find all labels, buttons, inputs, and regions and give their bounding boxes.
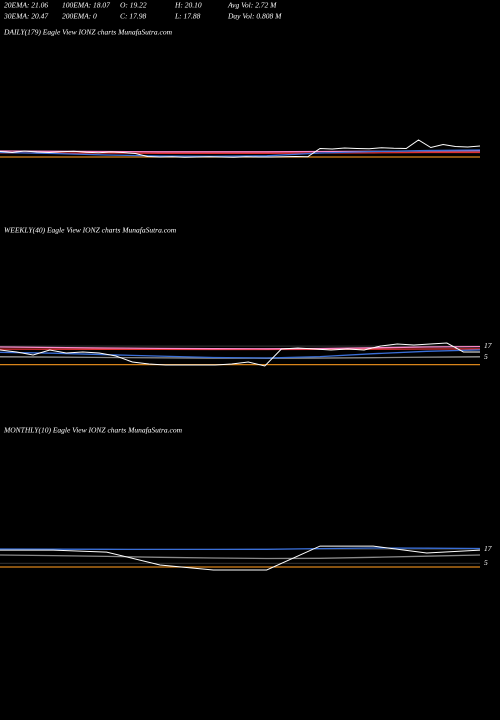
price-line [0, 547, 481, 551]
price-line [0, 348, 481, 351]
price-line [0, 554, 481, 560]
y-tick-label: 5 [484, 558, 488, 567]
y-tick-label: 17 [484, 544, 492, 553]
header-stat: Day Vol: 0.808 M [227, 12, 282, 21]
header-stat: L: 17.88 [174, 12, 201, 21]
price-line [0, 349, 481, 359]
price-line [0, 151, 480, 154]
header-stat: 200EMA: 0 [62, 12, 97, 21]
y-tick-label: 5 [484, 352, 488, 361]
price-line [0, 345, 481, 350]
header-stat: H: 20.10 [174, 1, 202, 10]
header-stat: 30EMA: 20.47 [3, 12, 48, 21]
panel-title: DAILY(179) Eagle View IONZ charts Munafa… [3, 28, 173, 37]
header-stat: Avg Vol: 2.72 M [227, 1, 277, 10]
header-stat: C: 17.98 [120, 12, 147, 21]
price-line [0, 139, 481, 158]
price-line [0, 149, 481, 157]
panel-title: MONTHLY(10) Eagle View IONZ charts Munaf… [3, 426, 183, 435]
header-stat: O: 19.22 [120, 1, 147, 10]
y-tick-label: 17 [484, 341, 492, 350]
price-line [0, 342, 480, 367]
price-line [0, 545, 481, 571]
header-stat: 100EMA: 18.07 [62, 1, 110, 10]
header-stat: 20EMA: 21.06 [4, 1, 48, 10]
panel-title: WEEKLY(40) Eagle View IONZ charts Munafa… [4, 226, 177, 235]
